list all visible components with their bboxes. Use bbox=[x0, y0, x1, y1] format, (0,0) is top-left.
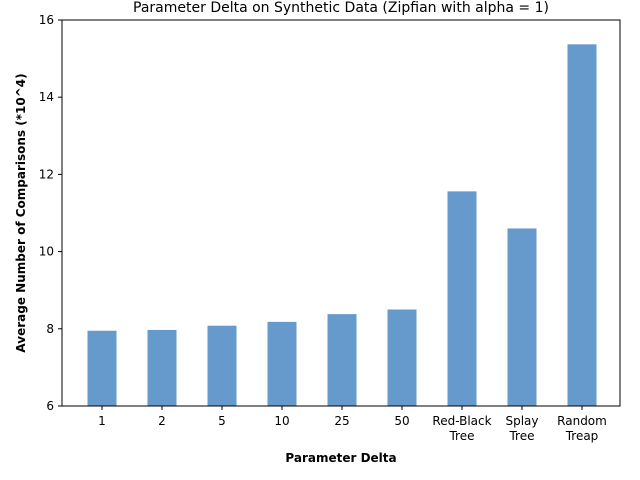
x-tick-label: Tree bbox=[448, 429, 474, 443]
bar bbox=[267, 321, 297, 406]
x-tick-label: Splay bbox=[505, 414, 538, 428]
x-tick-label: 50 bbox=[394, 414, 409, 428]
y-axis-label: Average Number of Comparisons (*10^4) bbox=[14, 73, 28, 352]
x-tick-label: Random bbox=[557, 414, 607, 428]
bar bbox=[87, 330, 117, 406]
y-tick-label: 16 bbox=[39, 13, 54, 27]
chart-title: Parameter Delta on Synthetic Data (Zipfi… bbox=[133, 0, 549, 16]
bar bbox=[507, 228, 537, 406]
y-tick-label: 10 bbox=[39, 245, 54, 259]
x-tick-label: 2 bbox=[158, 414, 166, 428]
y-tick-label: 14 bbox=[39, 90, 54, 104]
x-tick-label: Tree bbox=[508, 429, 534, 443]
x-tick-label: Treap bbox=[565, 429, 599, 443]
x-tick-label: 5 bbox=[218, 414, 226, 428]
x-tick-label: 10 bbox=[274, 414, 289, 428]
bar bbox=[387, 309, 417, 406]
x-tick-label: 25 bbox=[334, 414, 349, 428]
bar bbox=[447, 191, 477, 406]
x-axis: 1 2 5 10 25 50 Red-BlackTreeSplayTreeRandomTre… bbox=[98, 406, 607, 443]
y-tick-label: 8 bbox=[46, 322, 54, 336]
bar bbox=[207, 325, 237, 406]
bar bbox=[567, 44, 597, 407]
y-axis: 6 8 10 12 14 16 bbox=[39, 13, 62, 413]
x-tick-label: Red-Black bbox=[432, 414, 491, 428]
bars bbox=[87, 44, 597, 407]
y-tick-label: 12 bbox=[39, 167, 54, 181]
y-tick-label: 6 bbox=[46, 399, 54, 413]
x-tick-label: 1 bbox=[98, 414, 106, 428]
plot-frame bbox=[61, 19, 621, 407]
x-axis-label: Parameter Delta bbox=[285, 451, 396, 465]
bar bbox=[327, 314, 357, 406]
bar bbox=[147, 329, 177, 406]
